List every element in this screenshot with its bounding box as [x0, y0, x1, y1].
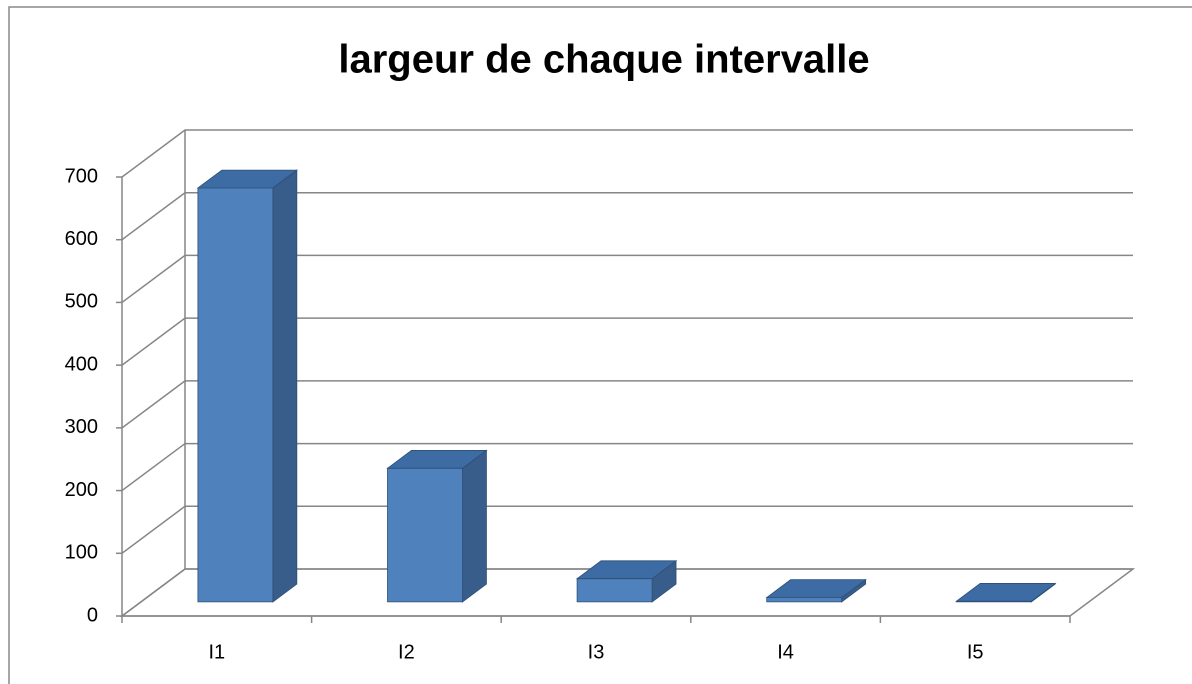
grid-line [121, 380, 1133, 429]
x-tick-label: I4 [777, 641, 794, 663]
bar-side [272, 169, 298, 603]
bar [196, 169, 299, 603]
x-tick-label: I3 [588, 641, 605, 663]
grid-line [121, 129, 1133, 178]
grid-line [121, 568, 1133, 617]
bar [765, 578, 867, 603]
grid-line [121, 505, 1133, 554]
bar-front [955, 600, 1032, 603]
bar [575, 560, 678, 603]
bar [386, 449, 488, 603]
y-tick-label: 200 [65, 479, 98, 501]
y-tick-label: 700 [65, 165, 98, 187]
x-tick-label: I1 [208, 641, 225, 663]
y-tick-label: 400 [65, 353, 98, 375]
y-tick-label: 0 [87, 604, 98, 626]
bar [955, 582, 1057, 603]
grid-line [121, 317, 1133, 366]
bar-front [387, 467, 463, 603]
bar-front [197, 187, 274, 603]
y-tick-label: 300 [65, 416, 98, 438]
bar-side [462, 449, 487, 603]
grid-line [121, 442, 1133, 492]
chart-title: largeur de chaque intervalle [338, 38, 869, 82]
y-tick-label: 500 [65, 291, 98, 313]
grid-line [121, 191, 1133, 241]
x-tick-label: I2 [398, 641, 415, 663]
bar-front [766, 597, 843, 603]
x-tick-label: I5 [967, 641, 984, 663]
grid-line [121, 254, 1133, 304]
y-tick-label: 100 [65, 542, 98, 564]
bar-front [576, 578, 653, 603]
y-tick-label: 600 [65, 228, 98, 250]
